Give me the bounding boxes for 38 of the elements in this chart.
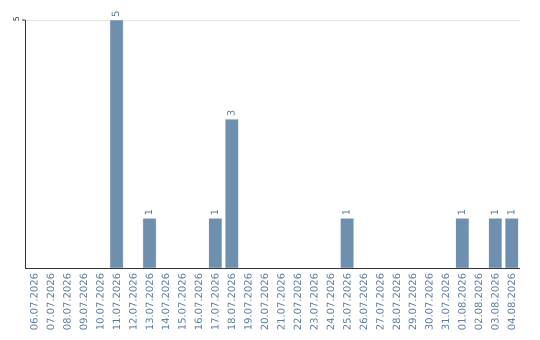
x-tick-label: 31.07.2026 bbox=[441, 273, 452, 330]
x-tick-label: 24.07.2026 bbox=[326, 273, 337, 330]
data-label: 1 bbox=[342, 209, 353, 216]
x-tick-label: 01.08.2026 bbox=[458, 273, 469, 330]
x-tick-label: 20.07.2026 bbox=[260, 273, 272, 330]
x-tick-label: 15.07.2026 bbox=[178, 273, 189, 330]
x-tick-label: 11.07.2026 bbox=[112, 273, 123, 330]
x-tick-label: 30.07.2026 bbox=[424, 273, 436, 330]
x-tick-label: 18.07.2026 bbox=[227, 273, 238, 330]
x-tick-label: 02.08.2026 bbox=[474, 273, 486, 330]
x-tick-label: 28.07.2026 bbox=[392, 273, 403, 330]
x-tick-label: 26.07.2026 bbox=[358, 273, 370, 330]
x-tick-label: 14.07.2026 bbox=[161, 273, 172, 330]
x-tick-label: 29.07.2026 bbox=[408, 273, 420, 330]
data-label: 5 bbox=[111, 10, 122, 17]
data-label: 1 bbox=[144, 209, 155, 216]
x-tick-label: 10.07.2026 bbox=[95, 273, 106, 330]
x-tick-label: 27.07.2026 bbox=[375, 273, 386, 330]
data-label: 3 bbox=[226, 110, 238, 116]
x-tick-label: 06.07.2026 bbox=[29, 273, 40, 330]
data-label: 1 bbox=[456, 209, 468, 216]
x-tick-label: 04.08.2026 bbox=[507, 273, 518, 330]
x-tick-label: 25.07.2026 bbox=[342, 273, 354, 330]
x-tick-label: 16.07.2026 bbox=[194, 273, 206, 330]
x-tick-label: 13.07.2026 bbox=[144, 273, 156, 330]
x-tick-label: 07.07.2026 bbox=[46, 273, 57, 330]
x-tick-label: 09.07.2026 bbox=[78, 273, 90, 330]
x-tick-label: 08.07.2026 bbox=[62, 273, 74, 330]
x-tick-label: 21.07.2026 bbox=[276, 273, 288, 330]
data-label: 1 bbox=[506, 209, 518, 216]
x-tick-label: 17.07.2026 bbox=[210, 273, 222, 330]
x-tick-label: 03.08.2026 bbox=[490, 273, 502, 330]
data-label: 1 bbox=[490, 209, 501, 216]
x-tick-label: 23.07.2026 bbox=[309, 273, 320, 330]
data-label: 1 bbox=[210, 209, 221, 216]
x-tick-label: 22.07.2026 bbox=[292, 273, 304, 330]
x-tick-label: 19.07.2026 bbox=[244, 273, 255, 330]
x-tick-label: 12.07.2026 bbox=[128, 273, 140, 330]
